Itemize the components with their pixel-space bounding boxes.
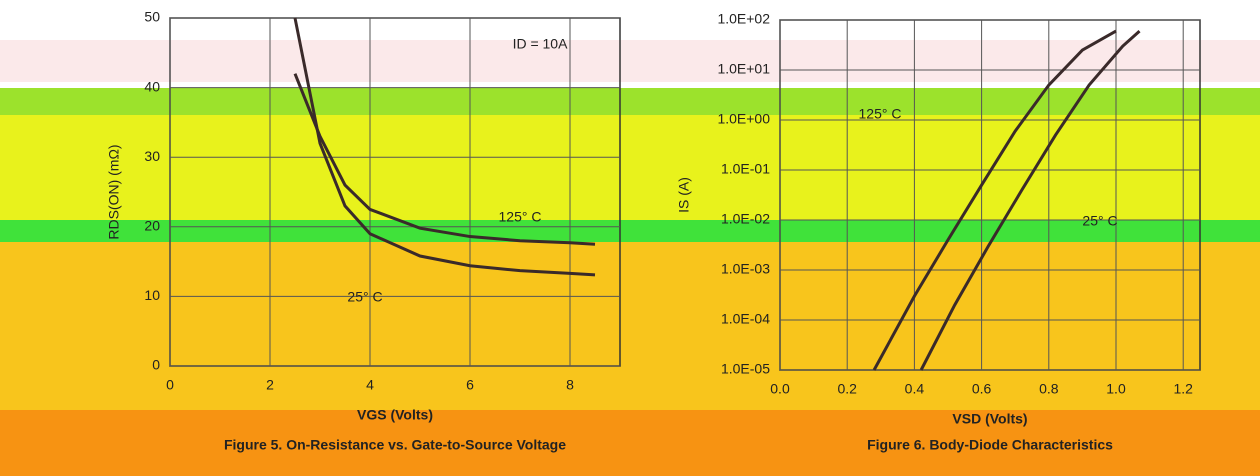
band [0,220,1260,242]
y-tick-label: 50 [144,9,160,25]
chart-title: Figure 5. On-Resistance vs. Gate-to-Sour… [224,437,566,453]
y-tick-label: 1.0E-04 [721,311,770,327]
x-tick-label: 0.0 [770,381,790,397]
x-tick-label: 1.2 [1173,381,1193,397]
x-tick-label: 6 [466,377,474,393]
series-label: 25° C [347,289,382,305]
y-tick-label: 30 [144,148,160,164]
y-tick-label: 20 [144,218,160,234]
x-tick-label: 8 [566,377,574,393]
y-axis-label: IS (A) [676,177,692,213]
y-tick-label: 10 [144,287,160,303]
x-tick-label: 0.4 [905,381,925,397]
x-axis-label: VGS (Volts) [357,407,433,423]
annotation: ID = 10A [513,36,569,52]
y-tick-label: 0 [152,357,160,373]
series-label: 25° C [1082,213,1117,229]
y-tick-label: 1.0E-03 [721,261,770,277]
series-label: 125° C [499,209,542,225]
y-tick-label: 1.0E+01 [717,61,770,77]
chart-title: Figure 6. Body-Diode Characteristics [867,437,1113,453]
y-axis-label: RDS(ON) (mΩ) [106,144,122,239]
y-tick-label: 1.0E-05 [721,361,770,377]
y-tick-label: 1.0E+00 [717,111,770,127]
y-tick-label: 1.0E-02 [721,211,770,227]
chart: 0 10 20 30 40 50 0 2 4 6 8 125° C 25° C ID = 10A VGS (… [0,0,1260,476]
series-label: 125° C [859,106,902,122]
x-tick-label: 0 [166,377,174,393]
y-tick-label: 40 [144,78,160,94]
band [0,115,1260,220]
x-axis-label: VSD (Volts) [952,411,1027,427]
x-tick-label: 0.2 [837,381,857,397]
band [0,242,1260,410]
x-tick-label: 0.8 [1039,381,1059,397]
x-tick-label: 2 [266,377,274,393]
page: 0 10 20 30 40 50 0 2 4 6 8 125° C 25° C ID = 10A VGS (… [0,0,1260,476]
x-tick-label: 0.6 [972,381,992,397]
y-tick-label: 1.0E-01 [721,161,770,177]
x-tick-label: 4 [366,377,374,393]
y-tick-label: 1.0E+02 [717,11,770,27]
x-tick-label: 1.0 [1106,381,1126,397]
